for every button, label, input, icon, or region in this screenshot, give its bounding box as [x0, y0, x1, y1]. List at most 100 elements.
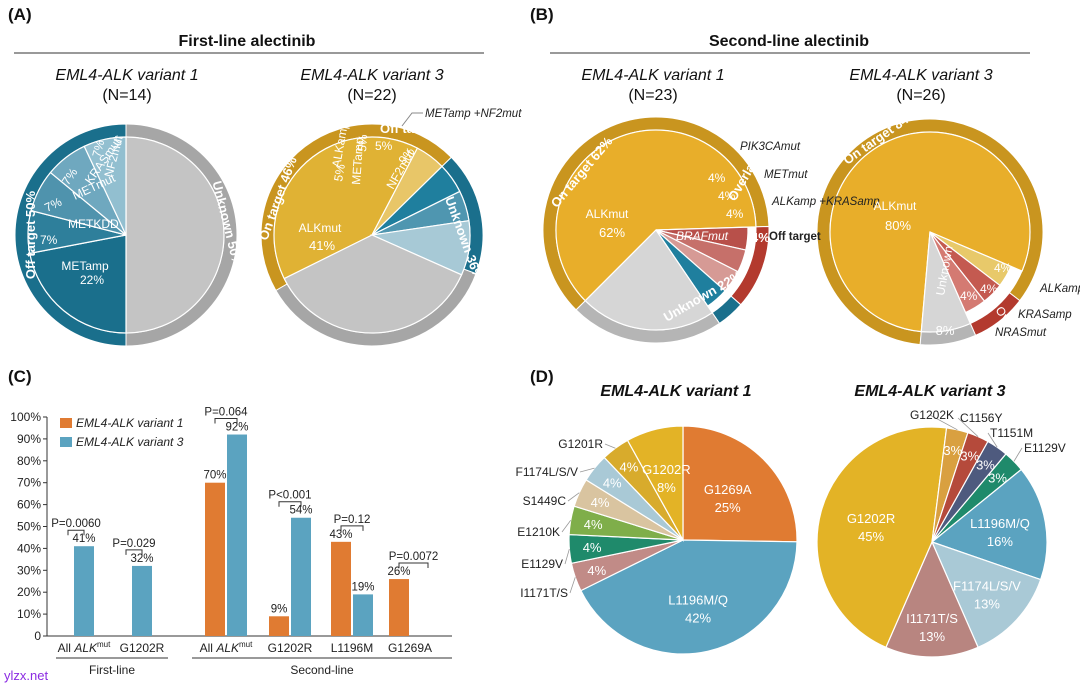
p-value-label: P=0.0072	[389, 551, 439, 563]
pie-d1-ext-label: I1171T/S	[520, 586, 568, 600]
panel-d-tag: (D)	[530, 367, 554, 386]
category-label: All ALKmut	[200, 640, 253, 655]
b3-alk-pct: 80%	[885, 218, 911, 233]
y-tick-label: 20%	[17, 585, 41, 599]
p-bracket	[278, 501, 302, 507]
a1-off-target-label: Off target 50%	[23, 190, 38, 279]
y-tick-label: 0	[34, 629, 41, 643]
pie-d1-leader	[579, 467, 595, 473]
pie-d3: 3% E1129V L1196M/Q 16% F1174L/S/V 13% I1171T/S…	[816, 408, 1066, 658]
pie-d1-pct: 25%	[715, 500, 741, 515]
bar-v3	[353, 594, 373, 636]
a3-alk-label: ALKmut	[299, 221, 342, 235]
y-tick-label: 50%	[17, 520, 41, 534]
bar-v3	[132, 565, 152, 636]
pie-d1-ext-label: E1129V	[521, 557, 563, 571]
bar-v3-label: 92%	[225, 422, 248, 434]
bar-v1	[269, 616, 289, 636]
y-tick-label: 90%	[17, 432, 41, 446]
category-label: G1269A	[388, 641, 432, 655]
pie-d3-pct: 16%	[987, 534, 1013, 549]
b1-braf-label: BRAFmut	[676, 229, 729, 243]
bar-v3	[74, 546, 94, 636]
b3-nras-label: NRASmut	[995, 327, 1047, 339]
pie-d3-slice-g1202r	[816, 426, 948, 649]
pie-a3	[260, 123, 484, 347]
b1-alk-kras-label: ALKamp +KRASamp	[771, 196, 880, 208]
pie-d3-slice-f1174lsv	[930, 540, 1042, 649]
p-bracket	[214, 418, 238, 424]
a1-met-amp-label: METamp	[61, 259, 109, 273]
pie-d1-pct: 4%	[587, 563, 606, 578]
b1-met-label: METmut	[764, 169, 808, 181]
pie-d3-slice-i1171ts	[885, 540, 979, 658]
pie-d3-ext-label: T1151M	[990, 426, 1033, 440]
a3-met-amp-pct: 5%	[355, 134, 370, 153]
b3-title: EML4-ALK variant 3	[849, 67, 992, 84]
bar-v1	[205, 482, 225, 636]
pie-d3-ext-label: G1202K	[910, 408, 954, 422]
p-value-label: P=0.0060	[51, 518, 101, 530]
category-label: L1196M	[331, 641, 373, 655]
y-tick-label: 80%	[17, 454, 41, 468]
pie-d1-leader	[604, 443, 616, 449]
b1-alk-pct: 62%	[599, 225, 625, 240]
b1-off-target-label: Off target	[769, 231, 821, 243]
bar-v1-label: 70%	[203, 470, 226, 482]
legend-label-1: EML4-ALK variant 1	[76, 416, 183, 430]
b1-pct-1: 4%	[708, 171, 726, 185]
y-tick-label: 10%	[17, 607, 41, 621]
pie-b3	[816, 118, 1044, 346]
pie-d3-leader	[987, 432, 998, 448]
y-tick-label: 100%	[10, 410, 41, 424]
pie-d3-pct: 3%	[960, 449, 979, 464]
y-tick-label: 60%	[17, 498, 41, 512]
section-second-line: Second-line	[290, 663, 354, 677]
p-bracket	[398, 562, 429, 569]
pie-d1-slice-g1202r	[626, 425, 684, 543]
b1-slice-alkmut	[555, 129, 757, 302]
pie-d3-pct: 3%	[976, 457, 995, 472]
b1-alk-label: ALKmut	[586, 207, 629, 221]
panel-a-tag: (A)	[8, 5, 32, 24]
pie-d1-leader	[567, 492, 580, 502]
a1-slice-metamp	[29, 234, 127, 334]
pie-d1-label: L1196M/Q	[668, 593, 728, 608]
a3-callout-label: METamp +NF2mut	[425, 108, 522, 120]
b3-slice-alkmut	[829, 131, 1031, 333]
bar-v1	[389, 579, 409, 636]
a1-slice-nf2mut	[83, 136, 127, 236]
b1-count: (N=23)	[628, 87, 677, 104]
a1-met-kdd-pct: 7%	[40, 233, 58, 247]
pie-d3-pct: 3%	[943, 443, 962, 458]
b3-slice-unknown	[920, 231, 972, 333]
pie-d3-pct: 13%	[919, 629, 945, 644]
y-tick-label: 70%	[17, 476, 41, 490]
pie-d3-leader	[1013, 447, 1023, 462]
a3-callout-line	[401, 112, 423, 127]
b3-pct-1: 4%	[994, 261, 1012, 275]
b1-pct-2: 4%	[718, 189, 736, 203]
pie-d3-pct: 13%	[974, 597, 1000, 612]
b3-pct-2: 4%	[980, 282, 998, 296]
pie-d1-label: G1202R	[642, 462, 690, 477]
b3-pct-3: 4%	[960, 289, 978, 303]
category-label: G1202R	[120, 641, 165, 655]
b3-alk-amp-label: ALKamp	[1039, 283, 1080, 295]
bar-v1-label: 26%	[387, 566, 410, 578]
pie-d3-label: F1174L/S/V	[953, 579, 1021, 594]
pie-d1-leader	[569, 577, 576, 594]
panel-b-tag: (B)	[530, 5, 554, 24]
a3-alk-amp-pct: 5%	[331, 163, 348, 183]
a1-count: (N=14)	[102, 87, 151, 104]
a3-slice-unknown	[283, 234, 463, 334]
a1-met-amp-pct: 22%	[80, 273, 104, 287]
a3-slice-alkmut	[273, 136, 419, 285]
pie-d1-pct: 4%	[603, 475, 622, 490]
bar-v3-label: 41%	[72, 533, 95, 545]
p-value-label: P=0.12	[334, 514, 371, 526]
pie-b1	[542, 116, 770, 344]
p-value-label: P=0.029	[112, 538, 155, 550]
legend-swatch-1	[60, 418, 72, 428]
